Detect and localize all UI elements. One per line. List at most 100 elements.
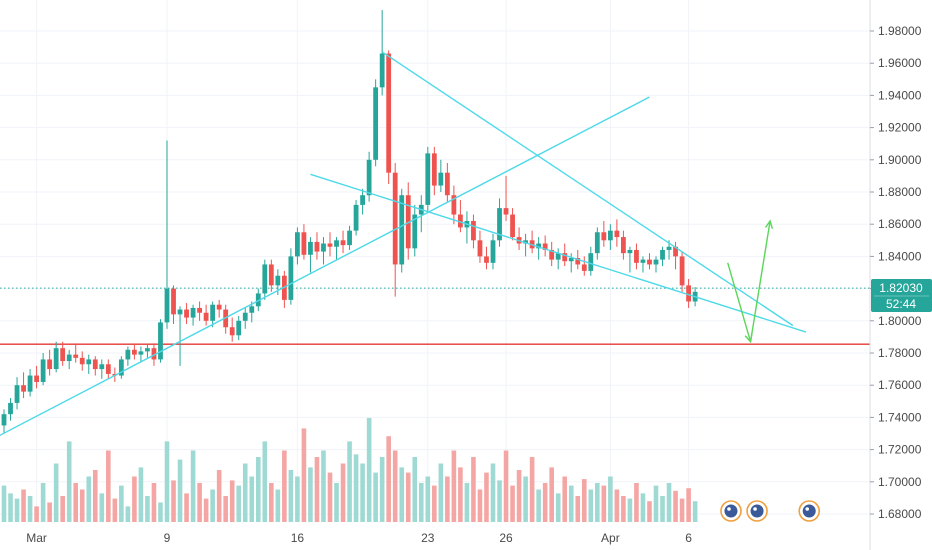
candle[interactable] bbox=[653, 256, 659, 273]
candle[interactable] bbox=[581, 256, 587, 276]
candle[interactable] bbox=[132, 343, 137, 360]
candle[interactable] bbox=[197, 301, 202, 321]
candle[interactable] bbox=[99, 359, 105, 379]
candle[interactable] bbox=[679, 251, 685, 292]
candle[interactable] bbox=[516, 227, 522, 250]
falling-resistance-line[interactable] bbox=[381, 51, 794, 327]
candle[interactable] bbox=[125, 346, 131, 366]
candle[interactable] bbox=[399, 188, 405, 273]
event-marker-icon[interactable] bbox=[746, 500, 768, 522]
candle[interactable] bbox=[47, 349, 53, 376]
candle[interactable] bbox=[321, 237, 326, 265]
candles[interactable] bbox=[1, 10, 698, 434]
candle[interactable] bbox=[118, 356, 124, 379]
candle[interactable] bbox=[607, 224, 613, 250]
candle[interactable] bbox=[640, 256, 646, 273]
lower-channel-line[interactable] bbox=[310, 173, 807, 333]
candle[interactable] bbox=[353, 200, 359, 236]
candle[interactable] bbox=[490, 233, 496, 270]
candle[interactable] bbox=[40, 353, 46, 386]
candle[interactable] bbox=[405, 182, 411, 260]
candle[interactable] bbox=[53, 341, 59, 373]
candle[interactable] bbox=[27, 369, 33, 397]
candle[interactable] bbox=[236, 315, 242, 341]
candle[interactable] bbox=[171, 285, 176, 325]
candle[interactable] bbox=[34, 365, 39, 389]
candle[interactable] bbox=[92, 356, 98, 376]
candle[interactable] bbox=[301, 224, 307, 260]
candle[interactable] bbox=[386, 50, 392, 184]
candle[interactable] bbox=[673, 241, 678, 270]
candle[interactable] bbox=[216, 299, 222, 318]
candle[interactable] bbox=[334, 237, 339, 260]
candle[interactable] bbox=[288, 248, 294, 305]
candle[interactable] bbox=[347, 225, 352, 250]
candle[interactable] bbox=[373, 79, 379, 167]
candle[interactable] bbox=[647, 253, 652, 270]
projection-arrow-up[interactable] bbox=[749, 219, 774, 342]
candle[interactable] bbox=[249, 301, 255, 323]
event-marker-icon[interactable] bbox=[798, 500, 821, 522]
candle[interactable] bbox=[621, 230, 626, 260]
candle[interactable] bbox=[660, 246, 665, 267]
candle[interactable] bbox=[308, 237, 313, 273]
candle[interactable] bbox=[203, 304, 209, 326]
candle[interactable] bbox=[158, 319, 163, 363]
candle[interactable] bbox=[340, 230, 346, 254]
candle[interactable] bbox=[327, 232, 333, 257]
candle[interactable] bbox=[536, 237, 542, 260]
candle[interactable] bbox=[477, 230, 483, 263]
projection-arrow-down[interactable] bbox=[727, 262, 753, 344]
candle[interactable] bbox=[594, 227, 600, 260]
candle[interactable] bbox=[686, 278, 691, 308]
candle[interactable] bbox=[568, 253, 574, 273]
candle[interactable] bbox=[503, 175, 509, 221]
candle[interactable] bbox=[60, 341, 66, 366]
candle[interactable] bbox=[542, 235, 548, 257]
rising-trendline[interactable] bbox=[0, 96, 650, 440]
candle[interactable] bbox=[412, 204, 418, 257]
event-marker-icon[interactable] bbox=[720, 500, 742, 522]
candle[interactable] bbox=[145, 344, 150, 358]
candle[interactable] bbox=[555, 248, 561, 270]
candle[interactable] bbox=[262, 259, 268, 300]
event-markers[interactable] bbox=[720, 500, 821, 522]
candle[interactable] bbox=[601, 220, 607, 247]
candle[interactable] bbox=[242, 307, 248, 329]
candle[interactable] bbox=[431, 146, 437, 196]
candle[interactable] bbox=[21, 372, 26, 399]
candle[interactable] bbox=[138, 346, 144, 363]
candle[interactable] bbox=[464, 211, 470, 244]
candle[interactable] bbox=[444, 163, 450, 202]
time-axis[interactable]: Mar 9 16 23 26 Apr 6 bbox=[26, 531, 692, 545]
candle[interactable] bbox=[588, 246, 594, 276]
candle[interactable] bbox=[497, 198, 502, 247]
candle[interactable] bbox=[510, 208, 515, 241]
candle[interactable] bbox=[484, 246, 489, 270]
drawings[interactable] bbox=[0, 51, 807, 440]
candle[interactable] bbox=[425, 146, 431, 212]
candle[interactable] bbox=[210, 301, 216, 328]
candle[interactable] bbox=[360, 188, 365, 215]
candle[interactable] bbox=[627, 246, 633, 273]
candle[interactable] bbox=[73, 343, 79, 363]
candle[interactable] bbox=[614, 219, 620, 247]
candle[interactable] bbox=[79, 351, 85, 371]
candle[interactable] bbox=[451, 185, 457, 225]
candle[interactable] bbox=[268, 259, 274, 292]
candle[interactable] bbox=[549, 241, 555, 267]
candle[interactable] bbox=[164, 140, 170, 329]
candle[interactable] bbox=[438, 159, 444, 192]
candle[interactable] bbox=[458, 200, 463, 233]
candle[interactable] bbox=[86, 354, 92, 374]
candle[interactable] bbox=[295, 227, 300, 265]
candle[interactable] bbox=[281, 270, 287, 308]
candle[interactable] bbox=[105, 359, 111, 379]
candle[interactable] bbox=[523, 233, 528, 257]
candle[interactable] bbox=[8, 398, 13, 421]
candle[interactable] bbox=[314, 232, 320, 260]
candle[interactable] bbox=[184, 303, 189, 325]
candle[interactable] bbox=[418, 195, 424, 233]
price-axis[interactable]: 1.98000 1.96000 1.94000 1.92000 1.90000 1.880… bbox=[869, 0, 932, 550]
